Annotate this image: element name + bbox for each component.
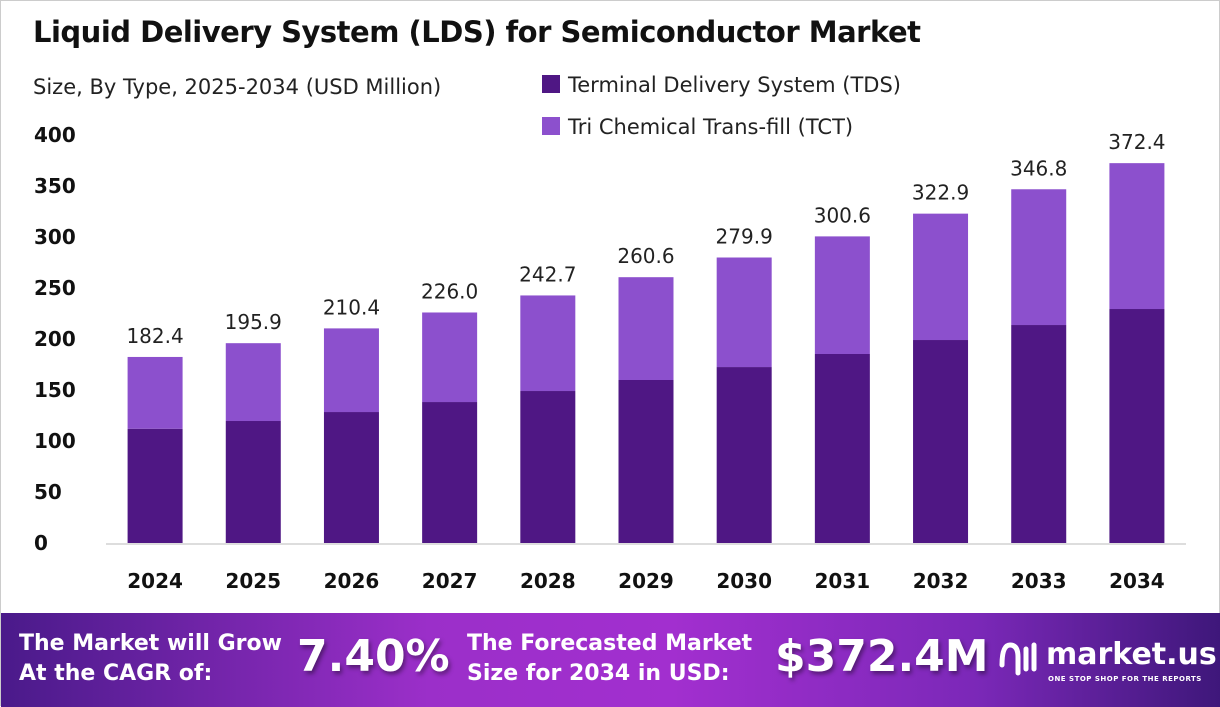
bar-chart: 0 50 100 150 200 250 300 350 400 182.4 2024 195.9 20…	[34, 73, 1186, 593]
cagr-label-2: At the CAGR of:	[19, 661, 213, 686]
bar-tds-2031	[814, 353, 870, 543]
y-tick-label: 150	[34, 378, 76, 402]
legend-label: Tri Chemical Trans-fill (TCT)	[567, 115, 853, 139]
bar-tct-2024	[127, 356, 183, 429]
total-label: 300.6	[814, 203, 871, 227]
total-label: 195.9	[225, 310, 282, 334]
x-tick-label: 2029	[618, 569, 674, 593]
x-tick-label: 2028	[520, 569, 576, 593]
total-label: 372.4	[1108, 130, 1165, 154]
total-label: 210.4	[323, 295, 380, 319]
footer-banner: The Market will Grow At the CAGR of: 7.4…	[1, 613, 1220, 707]
x-tick-label: 2032	[913, 569, 969, 593]
bar-tds-2026	[323, 412, 379, 543]
total-label: 182.4	[126, 324, 183, 348]
x-tick-label: 2033	[1011, 569, 1067, 593]
x-tick-label: 2027	[422, 569, 478, 593]
x-tick-label: 2025	[225, 569, 281, 593]
total-label: 242.7	[519, 262, 576, 286]
y-tick-label: 300	[34, 225, 76, 249]
bar-tds-2027	[422, 402, 478, 543]
y-tick-label: 100	[34, 429, 76, 453]
cagr-label-1: The Market will Grow	[19, 631, 282, 656]
y-tick-label: 50	[34, 480, 62, 504]
bar-tct-2032	[913, 213, 969, 341]
bar-tct-2034	[1109, 163, 1165, 310]
legend-label: Terminal Delivery System (TDS)	[567, 73, 901, 97]
market-us-logo: market.us ONE STOP SHOP FOR THE REPORTS	[996, 635, 1217, 683]
x-tick-label: 2024	[127, 569, 183, 593]
y-tick-label: 400	[34, 123, 76, 147]
bar-tds-2033	[1011, 325, 1067, 543]
bar-tct-2033	[1011, 189, 1067, 326]
bar-tct-2031	[814, 236, 870, 354]
logo-icon	[999, 642, 1037, 676]
bar-tds-2025	[225, 421, 281, 543]
logo-name: market.us	[1046, 637, 1217, 672]
bar-tct-2025	[225, 343, 281, 422]
total-label: 226.0	[421, 279, 478, 303]
y-tick-label: 200	[34, 327, 76, 351]
total-label: 346.8	[1010, 156, 1067, 180]
bar-tds-2030	[716, 367, 772, 543]
logo-tagline: ONE STOP SHOP FOR THE REPORTS	[1048, 675, 1202, 683]
total-label: 260.6	[617, 244, 674, 268]
y-tick-label: 250	[34, 276, 76, 300]
bar-tct-2028	[520, 295, 576, 392]
total-label: 322.9	[912, 181, 969, 205]
forecast-label-2: Size for 2034 in USD:	[467, 661, 730, 686]
y-tick-label: 0	[34, 531, 48, 555]
bar-tds-2032	[913, 340, 969, 543]
bar-tds-2024	[127, 428, 183, 543]
x-tick-label: 2026	[324, 569, 380, 593]
total-label: 279.9	[716, 225, 773, 249]
cagr-value: 7.40%	[297, 631, 450, 682]
legend-swatch	[542, 117, 560, 135]
y-tick-label: 350	[34, 174, 76, 198]
x-tick-label: 2034	[1109, 569, 1165, 593]
bar-tds-2029	[618, 380, 674, 543]
forecast-value: $372.4M	[775, 631, 989, 682]
x-tick-label: 2031	[815, 569, 871, 593]
legend-swatch	[542, 75, 560, 93]
bar-tct-2026	[323, 328, 379, 413]
chart-title: Liquid Delivery System (LDS) for Semicon…	[33, 15, 921, 49]
bar-tds-2034	[1109, 309, 1165, 543]
bar-tds-2028	[520, 391, 576, 543]
bar-tct-2029	[618, 277, 674, 381]
x-tick-label: 2030	[716, 569, 772, 593]
forecast-label-1: The Forecasted Market	[467, 631, 753, 656]
bar-tct-2030	[716, 257, 772, 368]
bar-tct-2027	[422, 312, 478, 403]
chart-subtitle: Size, By Type, 2025-2034 (USD Million)	[33, 75, 442, 99]
